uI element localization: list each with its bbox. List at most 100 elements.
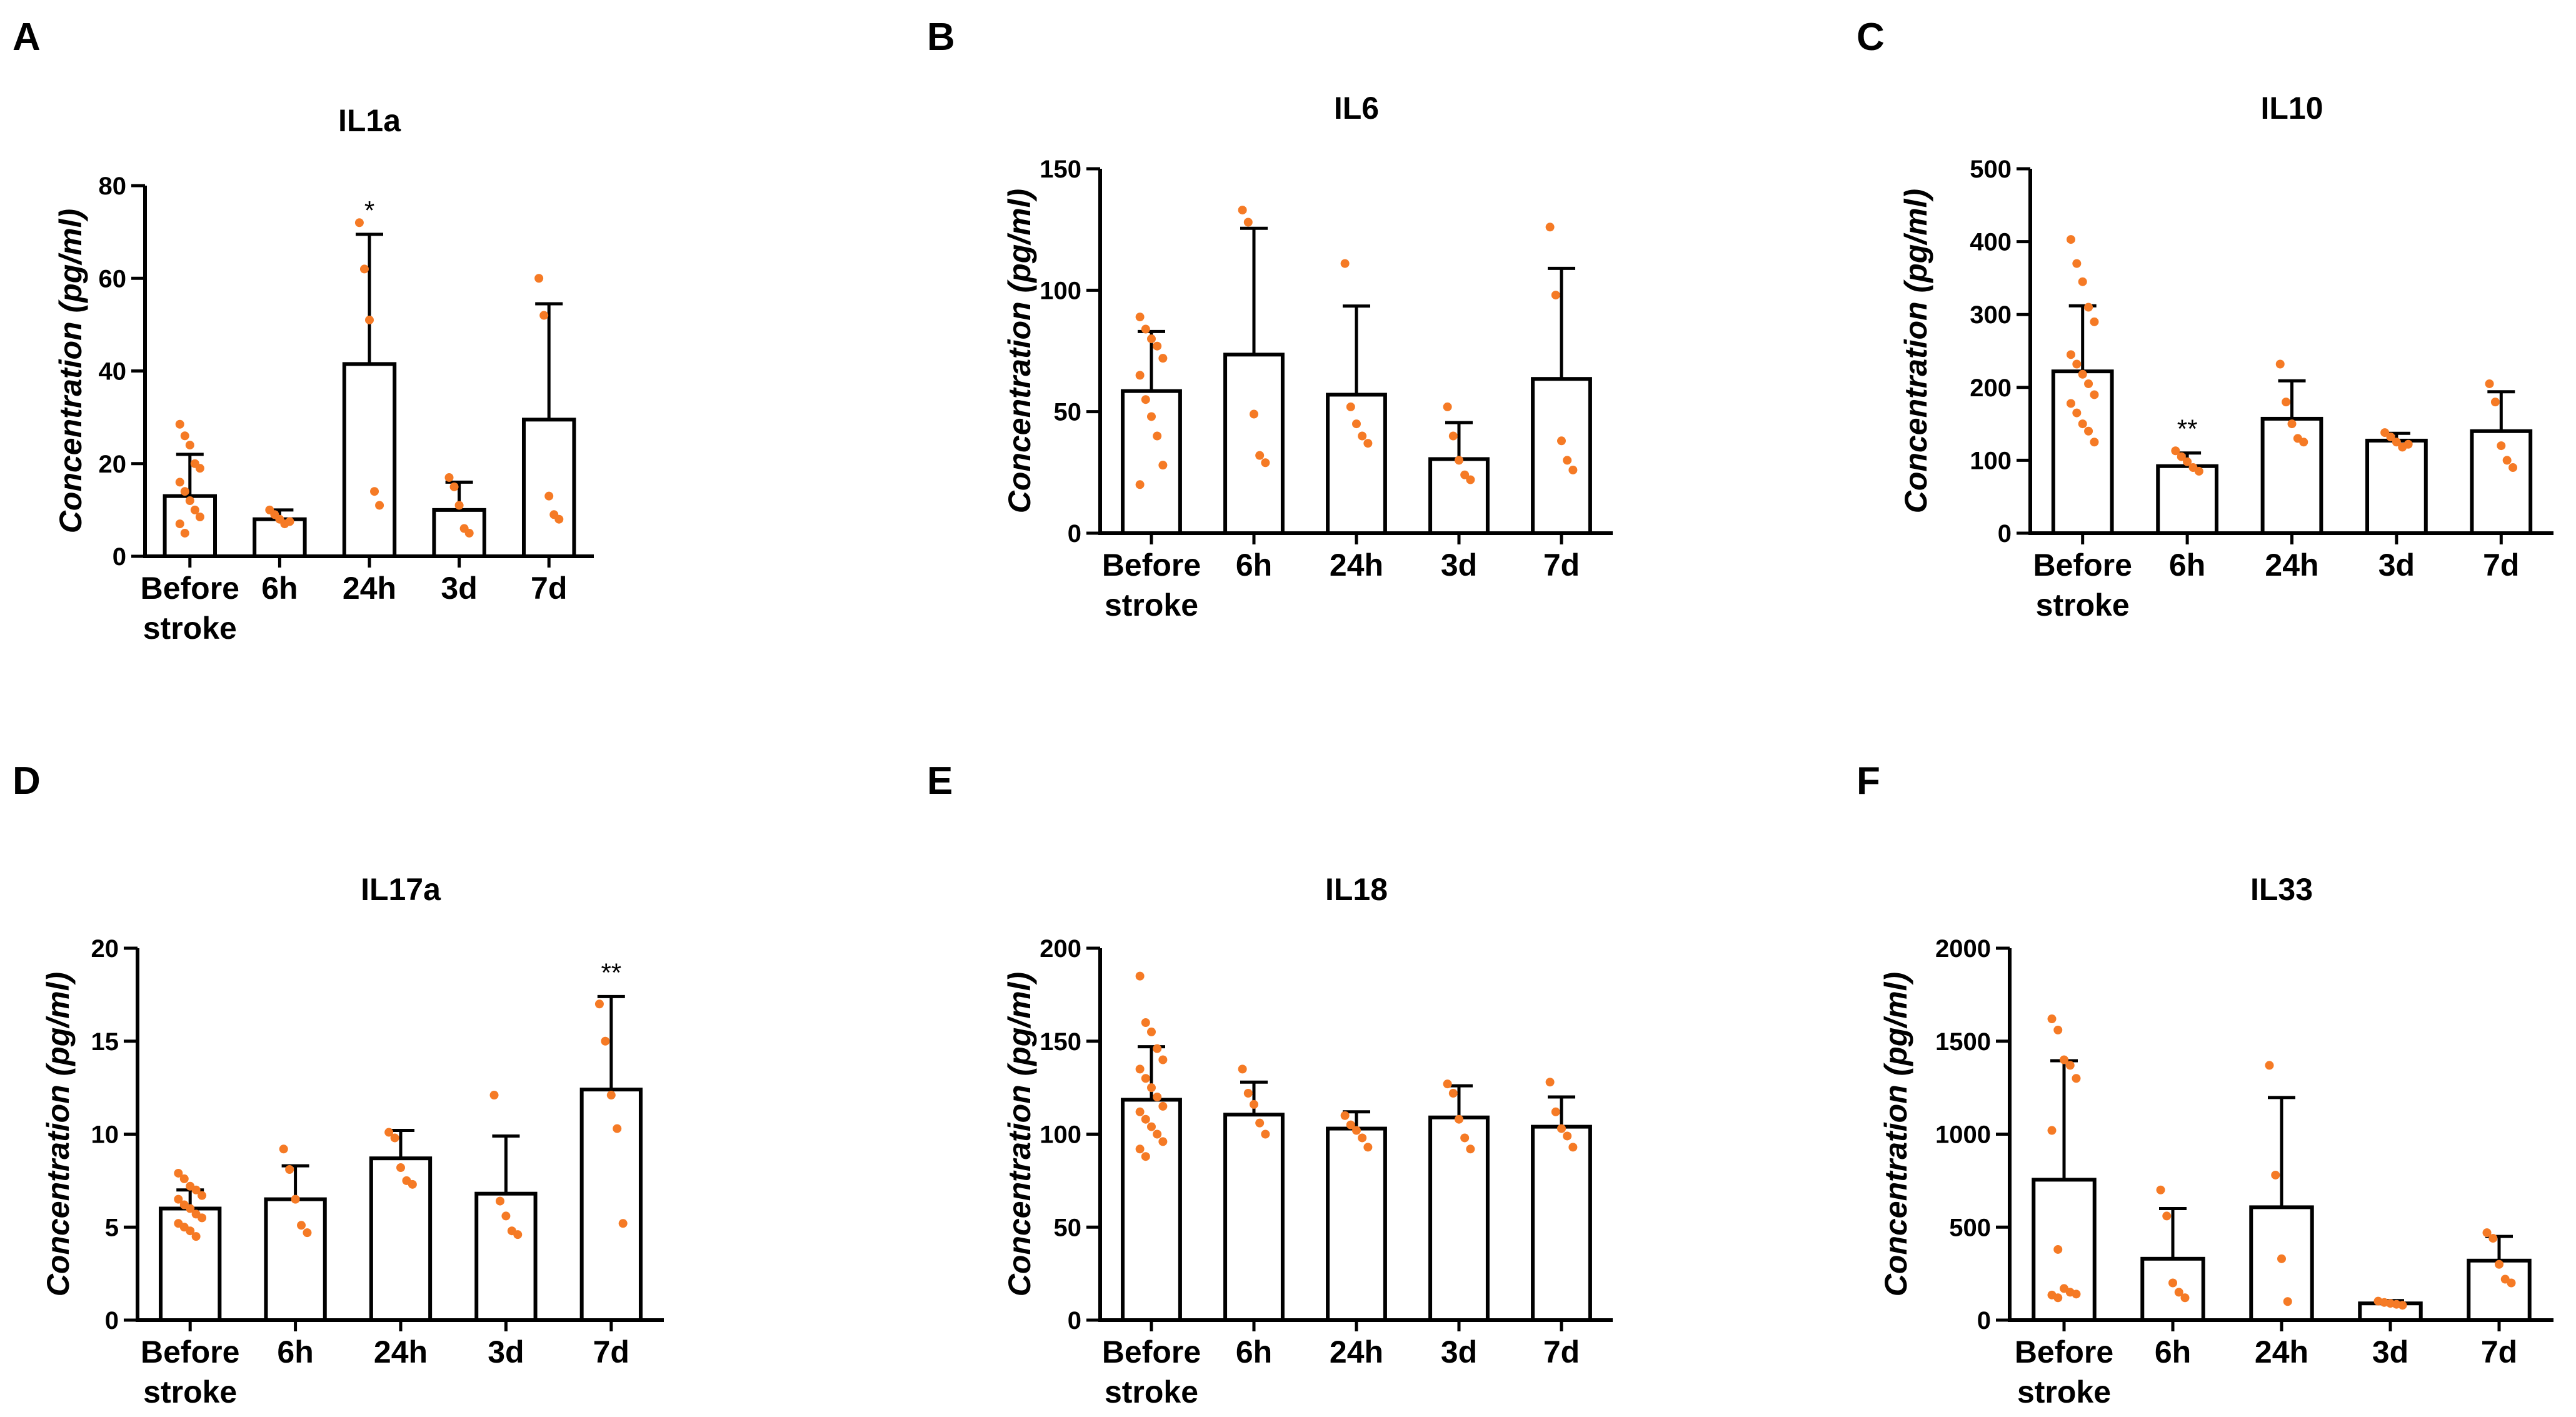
data-point (2277, 1254, 2286, 1263)
data-point (606, 1091, 616, 1100)
panel-a: A IL1a Concentration (pg/ml) Before stroke 6h… (13, 16, 594, 646)
data-point (174, 1168, 183, 1178)
data-point (390, 1133, 399, 1143)
data-point (489, 1091, 499, 1100)
data-point (174, 1194, 183, 1204)
y-tick-label: 50 (1054, 399, 1082, 426)
data-point (1545, 1078, 1555, 1087)
data-point (554, 514, 564, 524)
data-point (501, 1211, 511, 1221)
data-point (1261, 458, 1270, 468)
data-point (2066, 235, 2075, 244)
data-point (1250, 409, 1258, 419)
chart-title: IL17a (361, 872, 441, 907)
data-point (2084, 426, 2093, 436)
x-tick-label: 6h (1236, 1334, 1272, 1369)
bar (2140, 1256, 2205, 1322)
x-tick-label: 24h (1330, 1334, 1383, 1369)
y-tick-label: 20 (99, 451, 127, 478)
x-tick-label: 6h (2169, 548, 2205, 583)
y-tick-label: 80 (99, 173, 127, 200)
data-point (2072, 1074, 2081, 1083)
data-point (279, 1144, 288, 1154)
y-tick-label: 100 (1970, 447, 2012, 474)
bar (2467, 1258, 2532, 1323)
data-point (1135, 371, 1145, 380)
data-point (175, 478, 184, 487)
data-point (190, 505, 199, 514)
y-tick-label: 2000 (1935, 935, 1991, 963)
data-point (1135, 1144, 1145, 1154)
y-tick-label: 500 (1970, 156, 2012, 183)
data-point (2502, 456, 2512, 465)
data-point (1141, 1152, 1150, 1161)
data-point (2183, 457, 2192, 466)
data-point (1261, 1129, 1270, 1139)
data-point (408, 1179, 417, 1189)
data-point (444, 473, 454, 482)
x-tick-label: 7d (2483, 548, 2519, 583)
y-tick-label: 400 (1970, 229, 2012, 256)
bar (2051, 369, 2114, 535)
y-tick-label: 5 (105, 1214, 119, 1241)
data-point (464, 528, 474, 538)
data-point (449, 482, 459, 491)
chart-title: IL10 (2260, 91, 2323, 126)
y-tick-label: 20 (91, 935, 119, 963)
x-tick-label: 3d (1441, 548, 1477, 583)
data-point (2084, 379, 2093, 388)
panel-f: F IL33 Concentration (pg/ml) Before stroke 6h… (1857, 759, 2553, 1409)
y-tick-label: 0 (1068, 1307, 1081, 1334)
bar (1223, 353, 1285, 536)
data-point (613, 1124, 622, 1133)
data-point (2275, 359, 2285, 369)
data-point (1147, 1027, 1156, 1036)
y-tick-label: 1000 (1935, 1121, 1991, 1149)
data-point (2072, 359, 2082, 369)
data-point (1238, 1064, 1247, 1074)
x-tick-label: 24h (1330, 548, 1383, 583)
x-tick-label: Before stroke (141, 1334, 239, 1409)
data-point (2053, 1293, 2063, 1303)
y-tick-label: 100 (1040, 277, 1081, 304)
data-point (2271, 1170, 2280, 1179)
data-point (618, 1219, 628, 1228)
data-point (180, 487, 189, 496)
x-tick-label: 24h (374, 1334, 428, 1369)
data-point (2282, 398, 2291, 407)
data-point (1147, 1083, 1156, 1093)
data-point (2497, 441, 2506, 451)
x-tick-label: 6h (1236, 548, 1272, 583)
x-tick-label: 7d (593, 1334, 629, 1369)
y-tick-label: 300 (1970, 301, 2012, 329)
bar (163, 494, 218, 559)
data-point (2060, 1055, 2068, 1064)
data-point (195, 464, 204, 473)
data-point (1557, 436, 1566, 446)
significance-label: ** (601, 958, 621, 987)
data-point (544, 491, 554, 501)
bar (521, 418, 576, 558)
data-point (601, 1036, 610, 1046)
bar (2249, 1205, 2314, 1322)
y-tick-label: 0 (1068, 520, 1081, 548)
bar (1223, 1113, 1285, 1322)
bar (1531, 377, 1592, 535)
data-point (2156, 1185, 2165, 1194)
data-point (2090, 390, 2099, 399)
data-point (2508, 463, 2518, 473)
data-point (198, 1213, 207, 1223)
data-point (1147, 1122, 1156, 1131)
y-tick-label: 0 (1998, 520, 2012, 548)
y-axis-label: Concentration (pg/ml) (1898, 189, 1933, 513)
data-point (2398, 1301, 2407, 1310)
x-tick-label: 7d (1543, 548, 1580, 583)
data-point (2194, 466, 2203, 476)
chart-title: IL33 (2250, 872, 2313, 907)
data-point (2485, 379, 2494, 388)
bar (369, 1156, 433, 1323)
data-point (1135, 1064, 1145, 1074)
data-point (2495, 1259, 2503, 1269)
y-tick-label: 100 (1040, 1121, 1081, 1149)
data-point (1443, 402, 1452, 411)
